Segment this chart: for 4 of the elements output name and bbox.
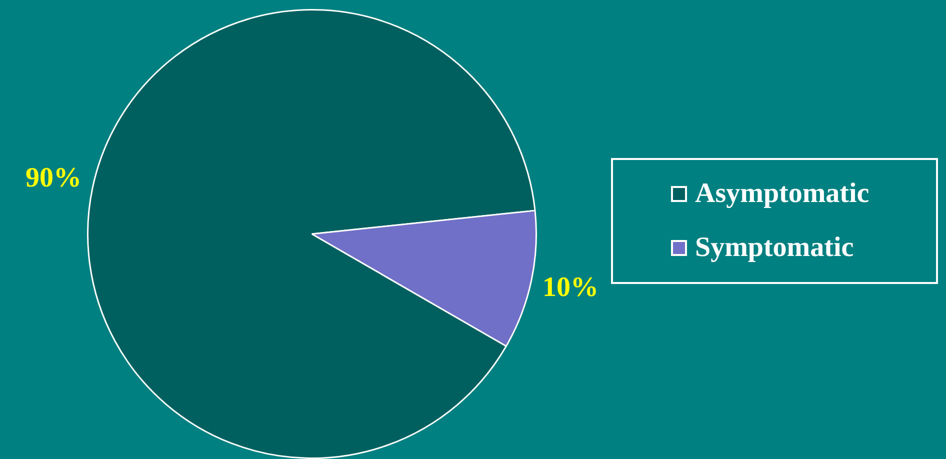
data-label: 10% [542, 272, 598, 304]
data-label: 90% [26, 162, 82, 194]
legend-label: Symptomatic [695, 232, 854, 264]
legend-label: Asymptomatic [695, 178, 870, 210]
